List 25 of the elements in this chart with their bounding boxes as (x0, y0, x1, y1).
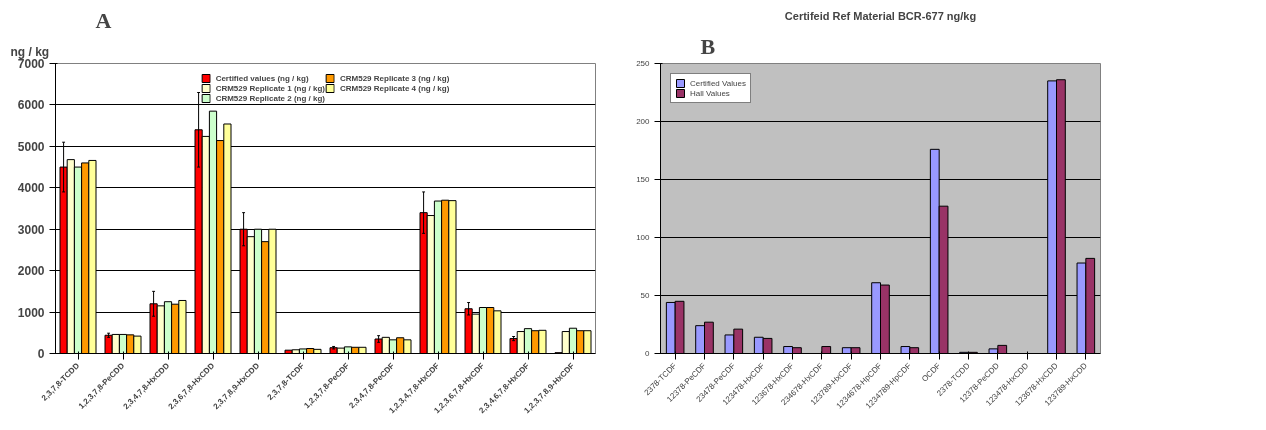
y-tick-label: 5000 (17, 139, 45, 154)
y-tick-label: 0 (645, 349, 651, 358)
legend-label: CRM529 Replicate 3 (ng / kg) (340, 73, 450, 83)
y-tick-label: 150 (636, 175, 651, 184)
y-tick-label: 0 (37, 347, 45, 361)
chart-title: Certifeid Ref Material BCR-677 ng/kg (784, 9, 977, 22)
text: A (95, 7, 112, 33)
y-tick-label: 2000 (17, 264, 45, 279)
y-tick-label: 1000 (17, 305, 45, 320)
legend-label: Certified values (ng / kg) (215, 73, 309, 83)
y-axis-title: ng / kg (10, 44, 50, 59)
legend-label: Certified Values (690, 78, 746, 88)
y-tick-label: 4000 (17, 181, 45, 196)
legend-label: CRM529 Replicate 4 (ng / kg) (340, 83, 450, 93)
y-tick-label: 250 (636, 59, 651, 68)
text: B (700, 33, 716, 59)
y-tick-label: 6000 (17, 98, 45, 113)
y-tick-label: 7000 (17, 57, 45, 71)
legend-label: CRM529 Replicate 2 (ng / kg) (215, 93, 325, 103)
y-tick-label: 50 (640, 291, 651, 300)
y-tick-label: 3000 (17, 222, 45, 237)
legend-label: CRM529 Replicate 1 (ng / kg) (215, 83, 325, 93)
legend-label: Hall Values (690, 88, 730, 98)
y-tick-label: 200 (636, 117, 651, 126)
y-tick-label: 100 (636, 233, 651, 242)
